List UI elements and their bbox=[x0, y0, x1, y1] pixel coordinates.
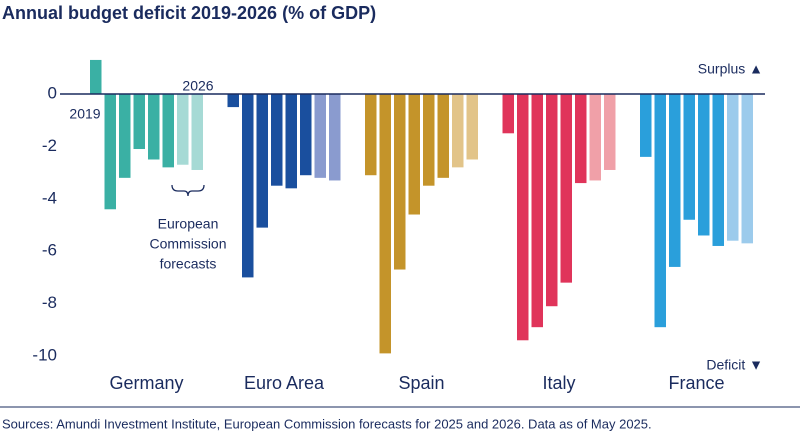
y-tick-label: -4 bbox=[42, 188, 57, 207]
bar bbox=[423, 94, 435, 186]
bar bbox=[640, 94, 652, 157]
bar bbox=[177, 94, 189, 165]
y-tick-label: -10 bbox=[32, 345, 57, 364]
y-tick-label: -2 bbox=[42, 136, 57, 155]
bar bbox=[256, 94, 268, 228]
surplus-label: Surplus ▲ bbox=[698, 61, 763, 77]
deficit-label: Deficit ▼ bbox=[706, 357, 763, 373]
bar bbox=[365, 94, 377, 176]
bar bbox=[560, 94, 572, 283]
group-label: Spain bbox=[398, 373, 444, 393]
first-year-label: 2019 bbox=[69, 106, 100, 122]
bar bbox=[394, 94, 406, 270]
bar bbox=[133, 94, 145, 150]
group-label: Italy bbox=[542, 373, 575, 393]
bar bbox=[546, 94, 558, 307]
bar bbox=[314, 94, 326, 178]
bar bbox=[437, 94, 449, 178]
bar bbox=[669, 94, 681, 267]
bar bbox=[408, 94, 420, 215]
bar bbox=[148, 94, 160, 160]
bar bbox=[575, 94, 587, 184]
forecast-brace bbox=[171, 184, 205, 197]
bar bbox=[90, 59, 102, 94]
y-tick-label: -8 bbox=[42, 293, 57, 312]
bar bbox=[300, 94, 312, 176]
bar bbox=[104, 94, 116, 210]
bar bbox=[466, 94, 478, 160]
bar bbox=[119, 94, 131, 178]
forecast-note: Commission bbox=[149, 236, 226, 252]
chart-title: Annual budget deficit 2019-2026 (% of GD… bbox=[2, 3, 376, 23]
group-label: Germany bbox=[109, 373, 183, 393]
bar bbox=[191, 94, 203, 170]
last-year-label: 2026 bbox=[182, 78, 213, 94]
group-label: Euro Area bbox=[244, 373, 325, 393]
bar bbox=[712, 94, 724, 246]
bar bbox=[517, 94, 529, 341]
bar bbox=[379, 94, 391, 354]
bar bbox=[452, 94, 464, 168]
bar bbox=[683, 94, 695, 220]
bar bbox=[531, 94, 543, 328]
bar bbox=[227, 94, 239, 108]
bar bbox=[698, 94, 710, 236]
bar bbox=[604, 94, 616, 170]
forecast-note: forecasts bbox=[160, 256, 217, 272]
bar bbox=[271, 94, 283, 186]
forecast-note: European bbox=[158, 216, 219, 232]
y-tick-label: -6 bbox=[42, 241, 57, 260]
bar bbox=[654, 94, 666, 328]
y-tick-label: 0 bbox=[48, 83, 57, 102]
bar bbox=[285, 94, 297, 189]
group-label: France bbox=[668, 373, 724, 393]
bar bbox=[162, 94, 174, 168]
bar bbox=[741, 94, 753, 244]
bar bbox=[589, 94, 601, 181]
bar bbox=[502, 94, 514, 134]
bar bbox=[329, 94, 341, 181]
bar bbox=[242, 94, 254, 278]
bar bbox=[727, 94, 739, 241]
source: Sources: Amundi Investment Institute, Eu… bbox=[2, 416, 652, 431]
